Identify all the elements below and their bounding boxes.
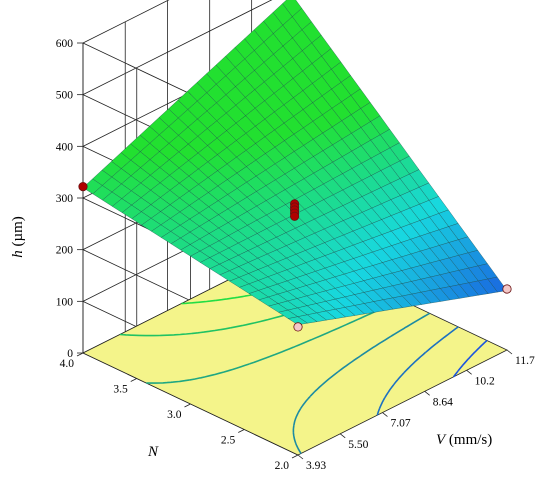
tick-labels: 0 100 200 300 400 500 600 3.93 5.50 7.07 8.64 10.2 1… [56, 38, 535, 472]
x-tick-label: 8.64 [433, 396, 453, 408]
x-axis-unit: (mm/s) [445, 432, 492, 448]
y-tick-mark [130, 378, 137, 382]
contour-line [376, 326, 459, 416]
x-tick-label: 7.07 [390, 418, 410, 430]
y-axis-symbol: N [147, 444, 159, 460]
y-tick-mark [184, 403, 191, 408]
x-tick-label: 10.2 [475, 375, 495, 387]
z-tick-label: 400 [56, 141, 74, 153]
z-tick-label: 100 [56, 296, 74, 308]
design-point [289, 211, 300, 221]
design-point [293, 322, 303, 332]
y-tick-mark [76, 352, 84, 357]
z-tick-label: 300 [56, 193, 74, 205]
response-surface [82, 0, 508, 326]
z-tick-label: 0 [67, 348, 73, 360]
y-axis-label: N [147, 444, 159, 460]
y-tick-label: 3.0 [167, 409, 182, 421]
z-axis-unit: (µm) [10, 216, 26, 250]
x-tick-mark [506, 349, 513, 355]
design-point [502, 284, 512, 294]
x-tick-mark [424, 391, 430, 396]
y-tick-label: 4.0 [60, 358, 75, 370]
design-points [78, 182, 512, 332]
z-tick-label: 500 [56, 90, 74, 102]
z-tick-label: 200 [56, 245, 74, 257]
y-tick-label: 2.0 [275, 460, 290, 472]
x-axis-label: V (mm/s) [436, 432, 492, 448]
x-tick-label: 11.7 [515, 355, 535, 367]
y-tick-mark [291, 454, 299, 459]
design-point [78, 182, 88, 192]
surface-cell [287, 316, 309, 326]
x-tick-mark [297, 454, 304, 460]
contour-line [452, 339, 488, 378]
back-wall-grid-h [82, 0, 170, 44]
y-tick-label: 2.5 [221, 435, 236, 447]
z-tick-label: 600 [56, 38, 74, 50]
x-tick-mark [339, 433, 346, 439]
z-axis-label: h (µm) [10, 216, 26, 258]
contour-line [146, 298, 402, 384]
z-axis-symbol: h [10, 250, 26, 258]
x-tick-mark [382, 412, 388, 417]
y-tick-mark [238, 429, 245, 433]
x-tick-label: 5.50 [348, 439, 368, 451]
contour-line [292, 312, 431, 454]
y-tick-label: 3.5 [113, 384, 128, 396]
back-wall-grid-h [82, 0, 273, 96]
x-tick-label: 3.93 [306, 460, 326, 472]
x-tick-mark [466, 369, 472, 375]
x-axis-symbol: V [436, 432, 447, 448]
